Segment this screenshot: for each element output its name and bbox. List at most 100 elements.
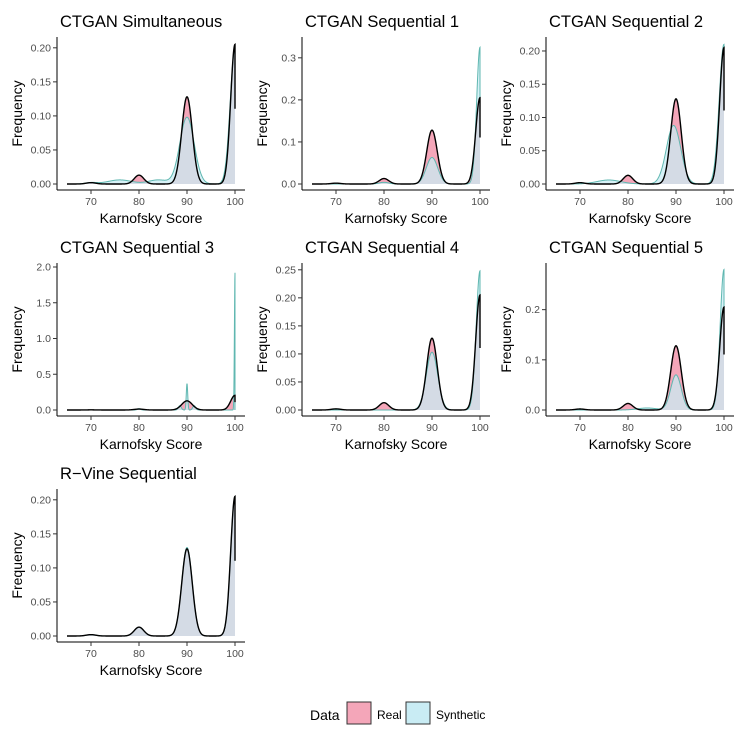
panel-ctgan-simultaneous-synthetic-area [67,49,235,184]
panel-ctgan-sequential-1-real-area [312,97,480,184]
panel-ctgan-sequential-1-ylabel: Frequency [254,80,270,146]
panel-ctgan-sequential-2-synthetic-line [556,43,725,185]
panel-ctgan-sequential-2-xtick-label: 100 [715,196,733,208]
panel-ctgan-simultaneous-xtick-label: 70 [85,196,97,208]
panel-ctgan-simultaneous-xtick-label: 100 [226,196,244,208]
panel-ctgan-simultaneous-title: CTGAN Simultaneous [60,13,222,31]
panel-ctgan-sequential-1-xtick-label: 100 [471,196,489,208]
panel-r-vine-sequential-xtick-label: 70 [85,648,97,660]
panel-r-vine-sequential-xtick-label: 100 [226,648,244,660]
panel-ctgan-sequential-1-synthetic-area [312,47,480,185]
panel-ctgan-sequential-5-real-area [556,307,724,410]
panel-ctgan-sequential-2-synthetic-area [556,44,724,184]
panel-ctgan-simultaneous-synthetic-line [67,48,236,185]
legend-swatch-synthetic [405,701,431,725]
panel-ctgan-sequential-4-xtick-label: 80 [378,422,390,434]
panel-r-vine-sequential-real-line [67,495,236,637]
panel-ctgan-simultaneous-xlabel: Karnofsky Score [100,210,203,226]
panel-ctgan-sequential-5-xlabel: Karnofsky Score [589,436,692,452]
panel-ctgan-sequential-5-ytick-label: 0.2 [525,304,540,316]
panel-ctgan-sequential-2-ytick-label: 0.20 [520,45,541,57]
panel-ctgan-sequential-1-ytick-label: 0.3 [281,52,296,64]
legend-swatch-real [346,701,372,725]
panel-ctgan-sequential-2-ytick-label: 0.05 [520,145,541,157]
panel-ctgan-sequential-4-ytick-label: 0.05 [276,376,297,388]
panel-r-vine-sequential-ytick-label: 0.10 [31,562,52,574]
panel-ctgan-sequential-3-synthetic-area [67,272,235,410]
panel-ctgan-sequential-1-real-line [312,96,481,185]
panel-ctgan-sequential-3-synthetic-line [67,272,236,411]
panel-ctgan-sequential-5-ytick-label: 0.1 [525,354,540,366]
panel-ctgan-sequential-2-real-area [556,47,724,185]
panel-ctgan-sequential-4-ytick-label: 0.25 [276,264,297,276]
panel-ctgan-sequential-3-xlabel: Karnofsky Score [100,436,203,452]
legend-label-synthetic: Synthetic [436,708,485,722]
panel-ctgan-simultaneous-ytick-label: 0.10 [31,110,52,122]
panel-ctgan-sequential-4: CTGAN Sequential 4 70 80 90 100 0.00 0.05 0.10 0… [254,239,490,452]
panel-r-vine-sequential-xtick-label: 90 [181,648,193,660]
panel-ctgan-sequential-4-synthetic-line [312,269,481,411]
panel-ctgan-sequential-3-ytick-label: 2.0 [36,262,51,274]
panel-ctgan-simultaneous-ytick-label: 0.15 [31,76,52,88]
panel-ctgan-simultaneous-ytick-label: 0.05 [31,144,52,156]
panel-ctgan-sequential-3-xtick-label: 90 [181,422,193,434]
panel-ctgan-sequential-5-xtick-label: 90 [670,422,682,434]
panel-ctgan-sequential-4-xtick-label: 90 [426,422,438,434]
panel-ctgan-sequential-5-real-line [556,305,725,411]
panel-ctgan-sequential-4-title: CTGAN Sequential 4 [305,239,459,257]
panel-ctgan-sequential-4-ylabel: Frequency [254,306,270,372]
panel-ctgan-sequential-4-xtick-label: 100 [471,422,489,434]
panel-ctgan-sequential-1-xtick-label: 80 [378,196,390,208]
panel-r-vine-sequential-ytick-label: 0.15 [31,528,52,540]
panel-ctgan-simultaneous-xtick-label: 90 [181,196,193,208]
panel-ctgan-sequential-2-xlabel: Karnofsky Score [589,210,692,226]
panel-r-vine-sequential-title: R−Vine Sequential [60,465,197,483]
panel-ctgan-simultaneous-real-area [67,44,235,185]
panel-ctgan-sequential-4-real-line [312,293,481,411]
panel-ctgan-sequential-2-xtick-label: 70 [574,196,586,208]
panel-r-vine-sequential-ylabel: Frequency [9,532,25,598]
panel-ctgan-sequential-2-ytick-label: 0.15 [520,79,541,91]
panel-ctgan-sequential-1: CTGAN Sequential 1 70 80 90 100 0.0 0.1 0.2 0.3 K… [254,13,490,226]
panel-ctgan-sequential-5-xtick-label: 100 [715,422,733,434]
panel-r-vine-sequential-xlabel: Karnofsky Score [100,662,203,678]
panel-ctgan-sequential-2: CTGAN Sequential 2 70 80 90 100 0.00 0.05 0.10 0… [498,13,734,226]
panel-ctgan-sequential-3-real-line [67,394,236,411]
panel-ctgan-simultaneous-xtick-label: 80 [133,196,145,208]
panel-ctgan-sequential-5-ytick-label: 0.0 [525,405,540,417]
panel-ctgan-sequential-2-real-line [556,46,725,185]
panel-ctgan-sequential-5-title: CTGAN Sequential 5 [549,239,703,257]
panel-ctgan-sequential-3-xtick-label: 70 [85,422,97,434]
panel-ctgan-sequential-2-xtick-label: 80 [622,196,634,208]
panel-ctgan-sequential-4-ytick-label: 0.00 [276,405,297,417]
panel-r-vine-sequential-ytick-label: 0.00 [31,631,52,643]
panel-ctgan-sequential-2-ytick-label: 0.10 [520,112,541,124]
panel-ctgan-sequential-4-ytick-label: 0.15 [276,320,297,332]
panel-ctgan-sequential-3-title: CTGAN Sequential 3 [60,239,214,257]
panel-r-vine-sequential-ytick-label: 0.05 [31,596,52,608]
panel-ctgan-sequential-5: CTGAN Sequential 5 70 80 90 100 0.0 0.1 0.2 Karn… [498,239,734,452]
panel-ctgan-sequential-5-xtick-label: 70 [574,422,586,434]
legend: Data Real Synthetic [310,701,485,725]
panel-ctgan-sequential-3-ytick-label: 0.5 [36,369,51,381]
panel-ctgan-sequential-3-ytick-label: 0.0 [36,405,51,417]
panel-ctgan-sequential-4-real-area [312,295,480,410]
panel-ctgan-sequential-2-ytick-label: 0.00 [520,179,541,191]
panel-ctgan-sequential-1-ytick-label: 0.2 [281,94,296,106]
panel-ctgan-simultaneous: CTGAN Simultaneous 70 80 90 100 0.00 0.05 0.10 0… [9,13,245,226]
panel-r-vine-sequential-xtick-label: 80 [133,648,145,660]
panel-ctgan-sequential-1-xtick-label: 90 [426,196,438,208]
panel-ctgan-sequential-1-xlabel: Karnofsky Score [345,210,448,226]
panel-ctgan-sequential-1-xtick-label: 70 [330,196,342,208]
panel-ctgan-sequential-3: CTGAN Sequential 3 70 80 90 100 0.0 0.5 1.0 1.5 2… [9,239,245,452]
panel-ctgan-simultaneous-ytick-label: 0.00 [31,179,52,191]
panel-r-vine-sequential-synthetic-line [67,495,236,637]
panel-r-vine-sequential-synthetic-area [67,496,235,636]
panel-ctgan-sequential-3-xtick-label: 100 [226,422,244,434]
legend-title: Data [310,707,340,723]
panel-ctgan-sequential-4-ytick-label: 0.20 [276,292,297,304]
panel-ctgan-sequential-4-xtick-label: 70 [330,422,342,434]
panel-ctgan-simultaneous-real-line [67,43,236,185]
panel-ctgan-sequential-1-title: CTGAN Sequential 1 [305,13,459,31]
